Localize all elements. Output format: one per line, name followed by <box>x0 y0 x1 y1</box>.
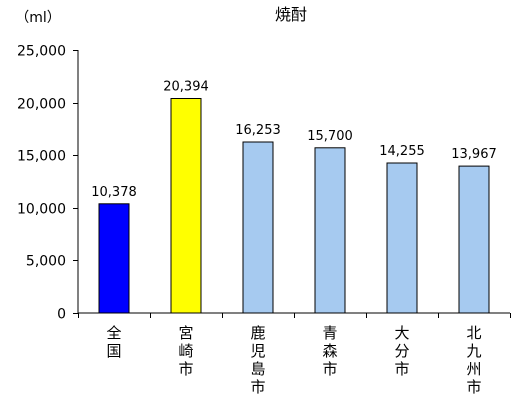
data-label: 13,967 <box>451 147 497 162</box>
bar <box>458 165 490 314</box>
bar <box>242 141 274 314</box>
y-tick-label: 25,000 <box>17 44 66 60</box>
bar <box>386 162 418 314</box>
bar <box>98 203 130 314</box>
category-label: 鹿児島市 <box>250 324 265 396</box>
y-axis-unit-label: （ml） <box>15 10 61 26</box>
data-label: 10,378 <box>91 185 137 200</box>
category-label: 北九州市 <box>466 324 481 396</box>
data-label: 16,253 <box>235 123 281 138</box>
bar <box>170 98 202 314</box>
data-label: 14,255 <box>379 144 425 159</box>
y-tick-label: 10,000 <box>17 202 66 218</box>
data-label: 15,700 <box>307 129 353 144</box>
plot-area: 0 5,000 10,000 15,000 20,000 25,000 10,378 全国 20… <box>17 44 511 396</box>
chart-title: 焼酎 <box>275 5 307 24</box>
bar <box>314 147 346 314</box>
y-tick-label: 20,000 <box>17 97 66 113</box>
y-tick-label: 5,000 <box>26 254 66 270</box>
category-label: 青森市 <box>322 324 337 378</box>
y-tick-label: 15,000 <box>17 149 66 165</box>
category-label: 大分市 <box>394 324 409 378</box>
category-label: 宮崎市 <box>178 324 193 378</box>
data-label: 20,394 <box>163 80 209 95</box>
y-tick-label: 0 <box>57 307 66 323</box>
category-label: 全国 <box>106 324 121 360</box>
